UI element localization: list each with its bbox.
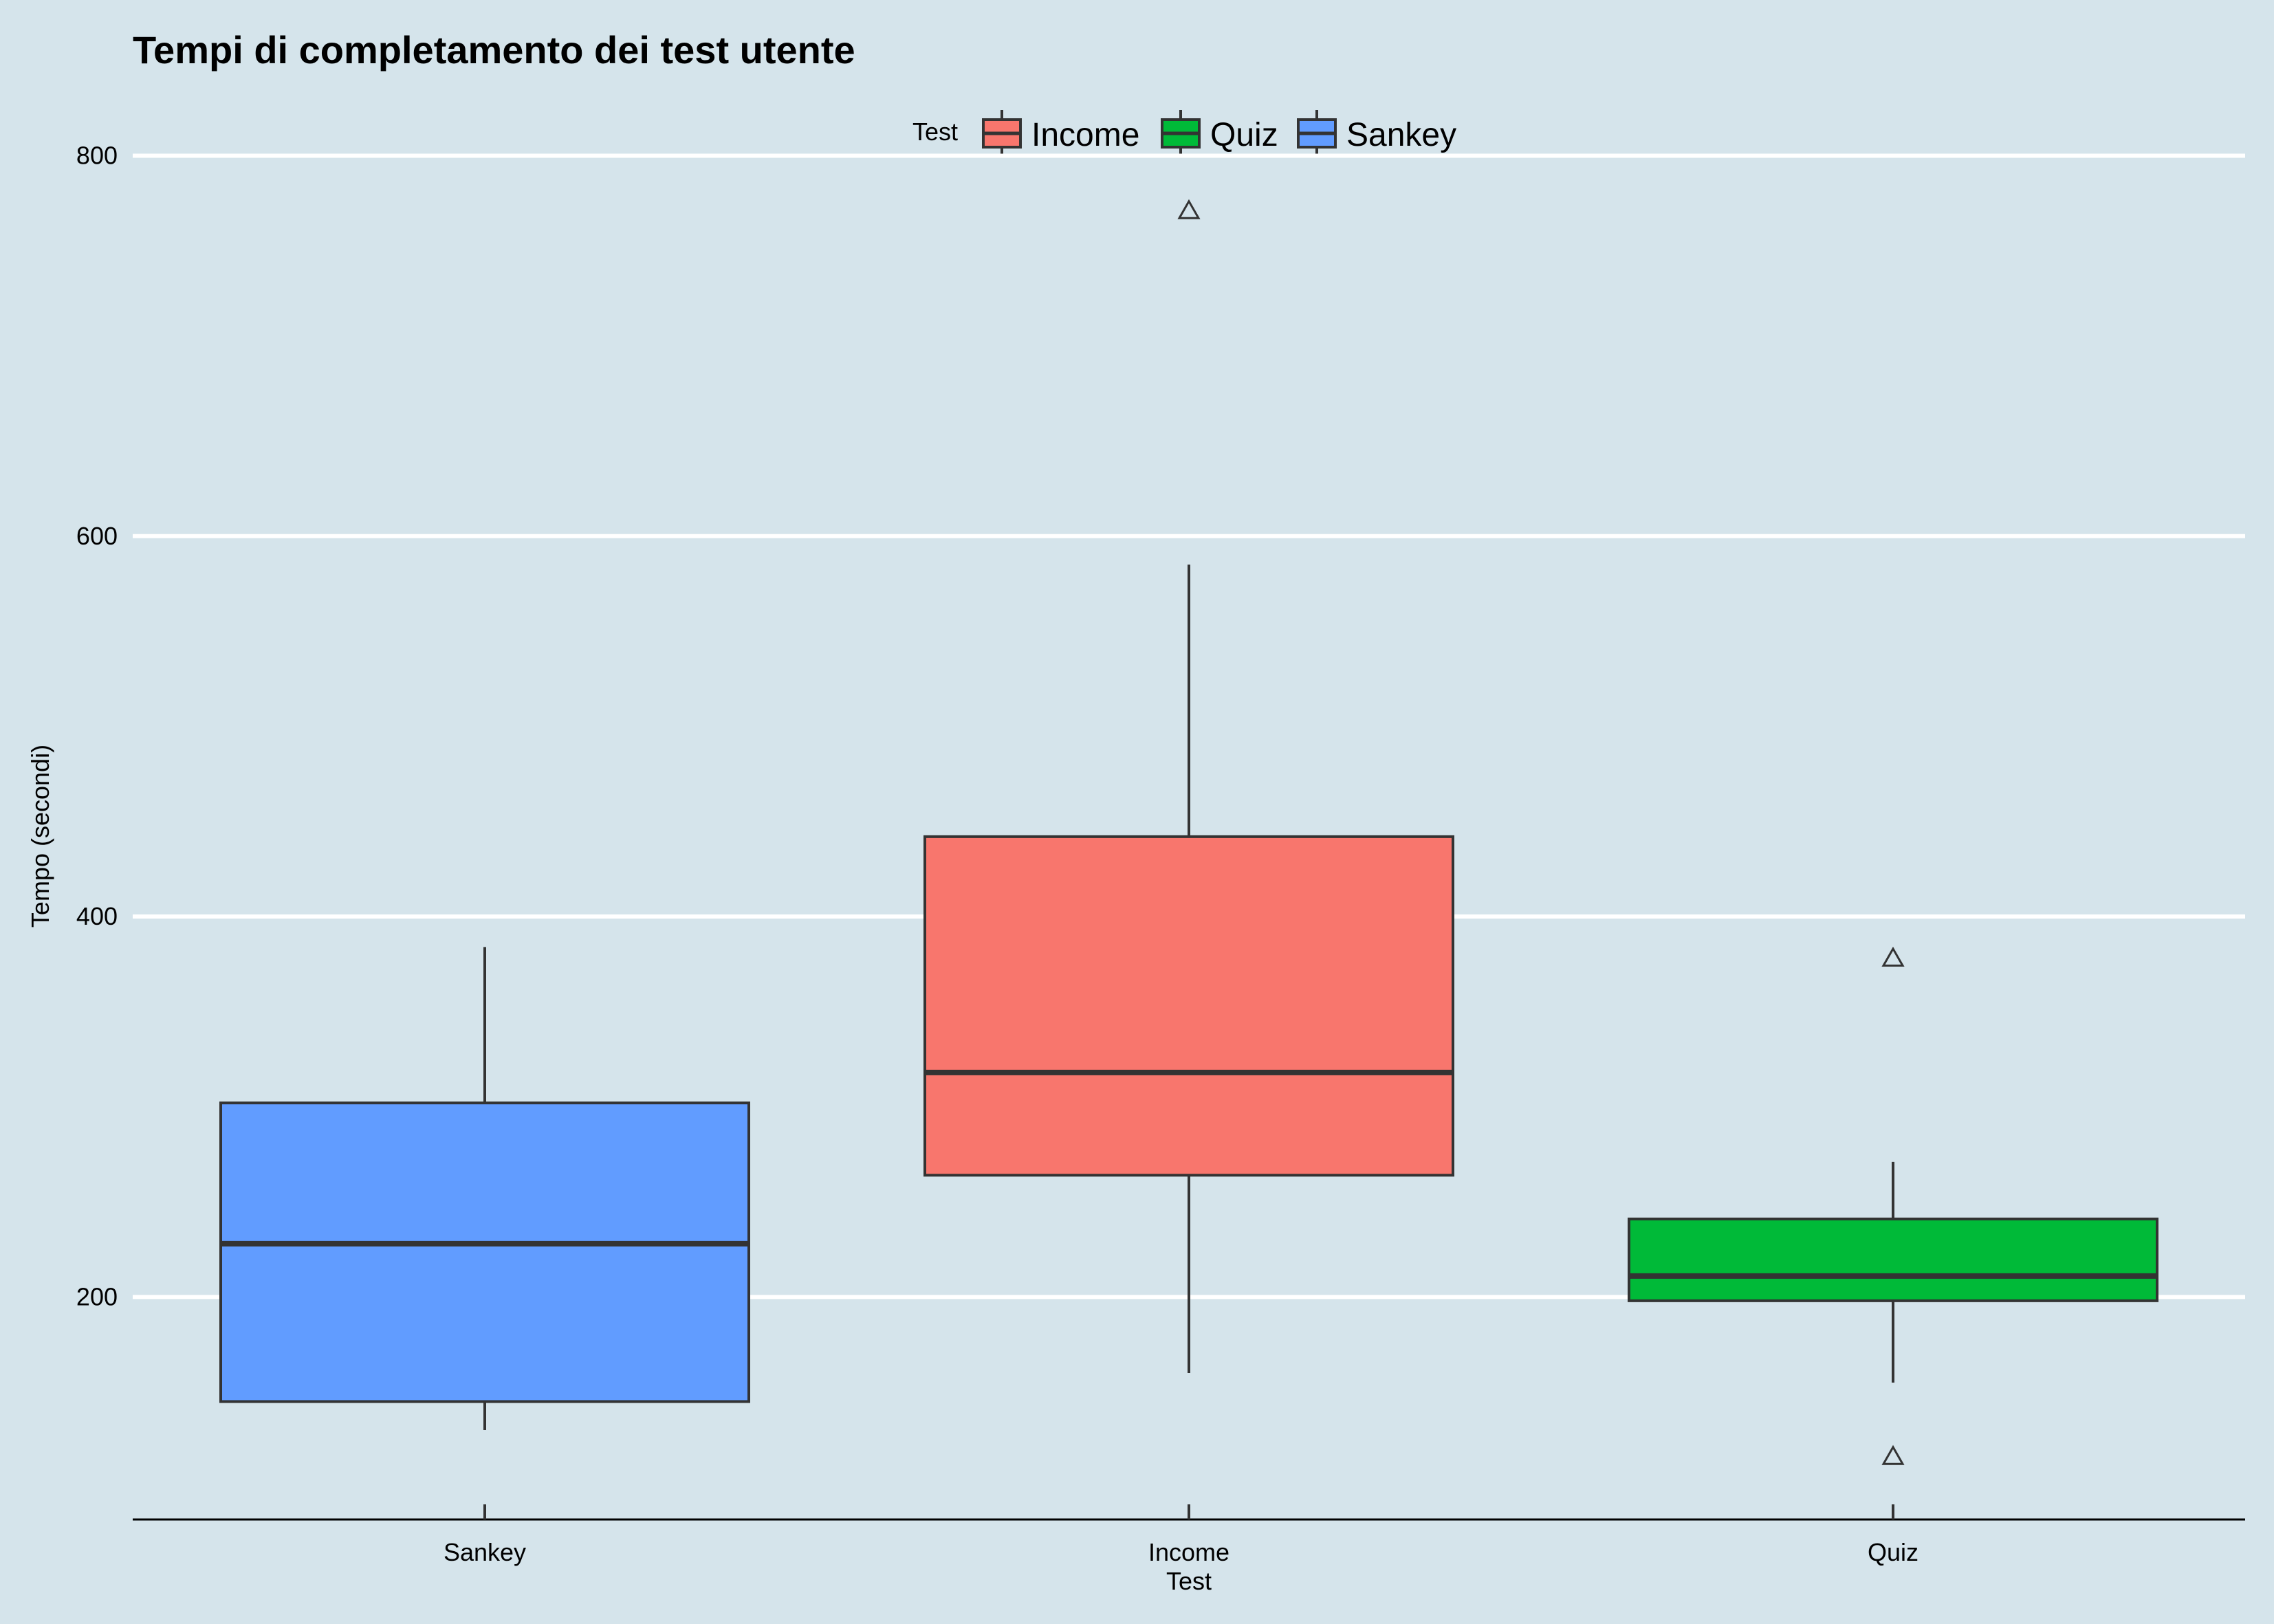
legend-label-income: Income — [1031, 117, 1139, 153]
x-tick-label-quiz: Quiz — [1868, 1538, 1918, 1566]
x-axis: Sankey Income Quiz — [133, 1504, 2245, 1566]
x-tick-label-sankey: Sankey — [444, 1538, 526, 1566]
boxes — [219, 199, 2158, 1465]
y-axis-ticks: 200 400 600 800 — [76, 141, 118, 1310]
y-axis-title: Tempo (secondi) — [26, 745, 54, 928]
legend-label-quiz: Quiz — [1210, 117, 1278, 153]
chart-title: Tempi di completamento dei test utente — [133, 28, 855, 72]
y-tick-label-800: 800 — [76, 141, 118, 169]
y-tick-label-400: 400 — [76, 902, 118, 930]
box-body — [1628, 1217, 2158, 1302]
y-tick-label-200: 200 — [76, 1282, 118, 1310]
box-quiz — [1628, 946, 2158, 1465]
legend-item-sankey: Sankey — [1297, 110, 1456, 157]
x-tick-label-income: Income — [1148, 1538, 1229, 1566]
y-tick-label-600: 600 — [76, 522, 118, 550]
box-sankey — [219, 947, 750, 1430]
box-income — [923, 199, 1454, 1373]
outlier-point — [1881, 946, 1905, 967]
legend-label-sankey: Sankey — [1346, 117, 1456, 153]
outlier-point — [1177, 199, 1201, 219]
legend: Test Income Quiz Sankey — [912, 110, 1456, 157]
box-body — [923, 835, 1454, 1177]
outlier-point — [1881, 1445, 1905, 1465]
legend-title: Test — [912, 118, 958, 146]
legend-item-income: Income — [982, 110, 1139, 157]
x-axis-title: Test — [1166, 1567, 1212, 1595]
legend-item-quiz: Quiz — [1161, 110, 1278, 157]
box-body — [219, 1101, 750, 1403]
